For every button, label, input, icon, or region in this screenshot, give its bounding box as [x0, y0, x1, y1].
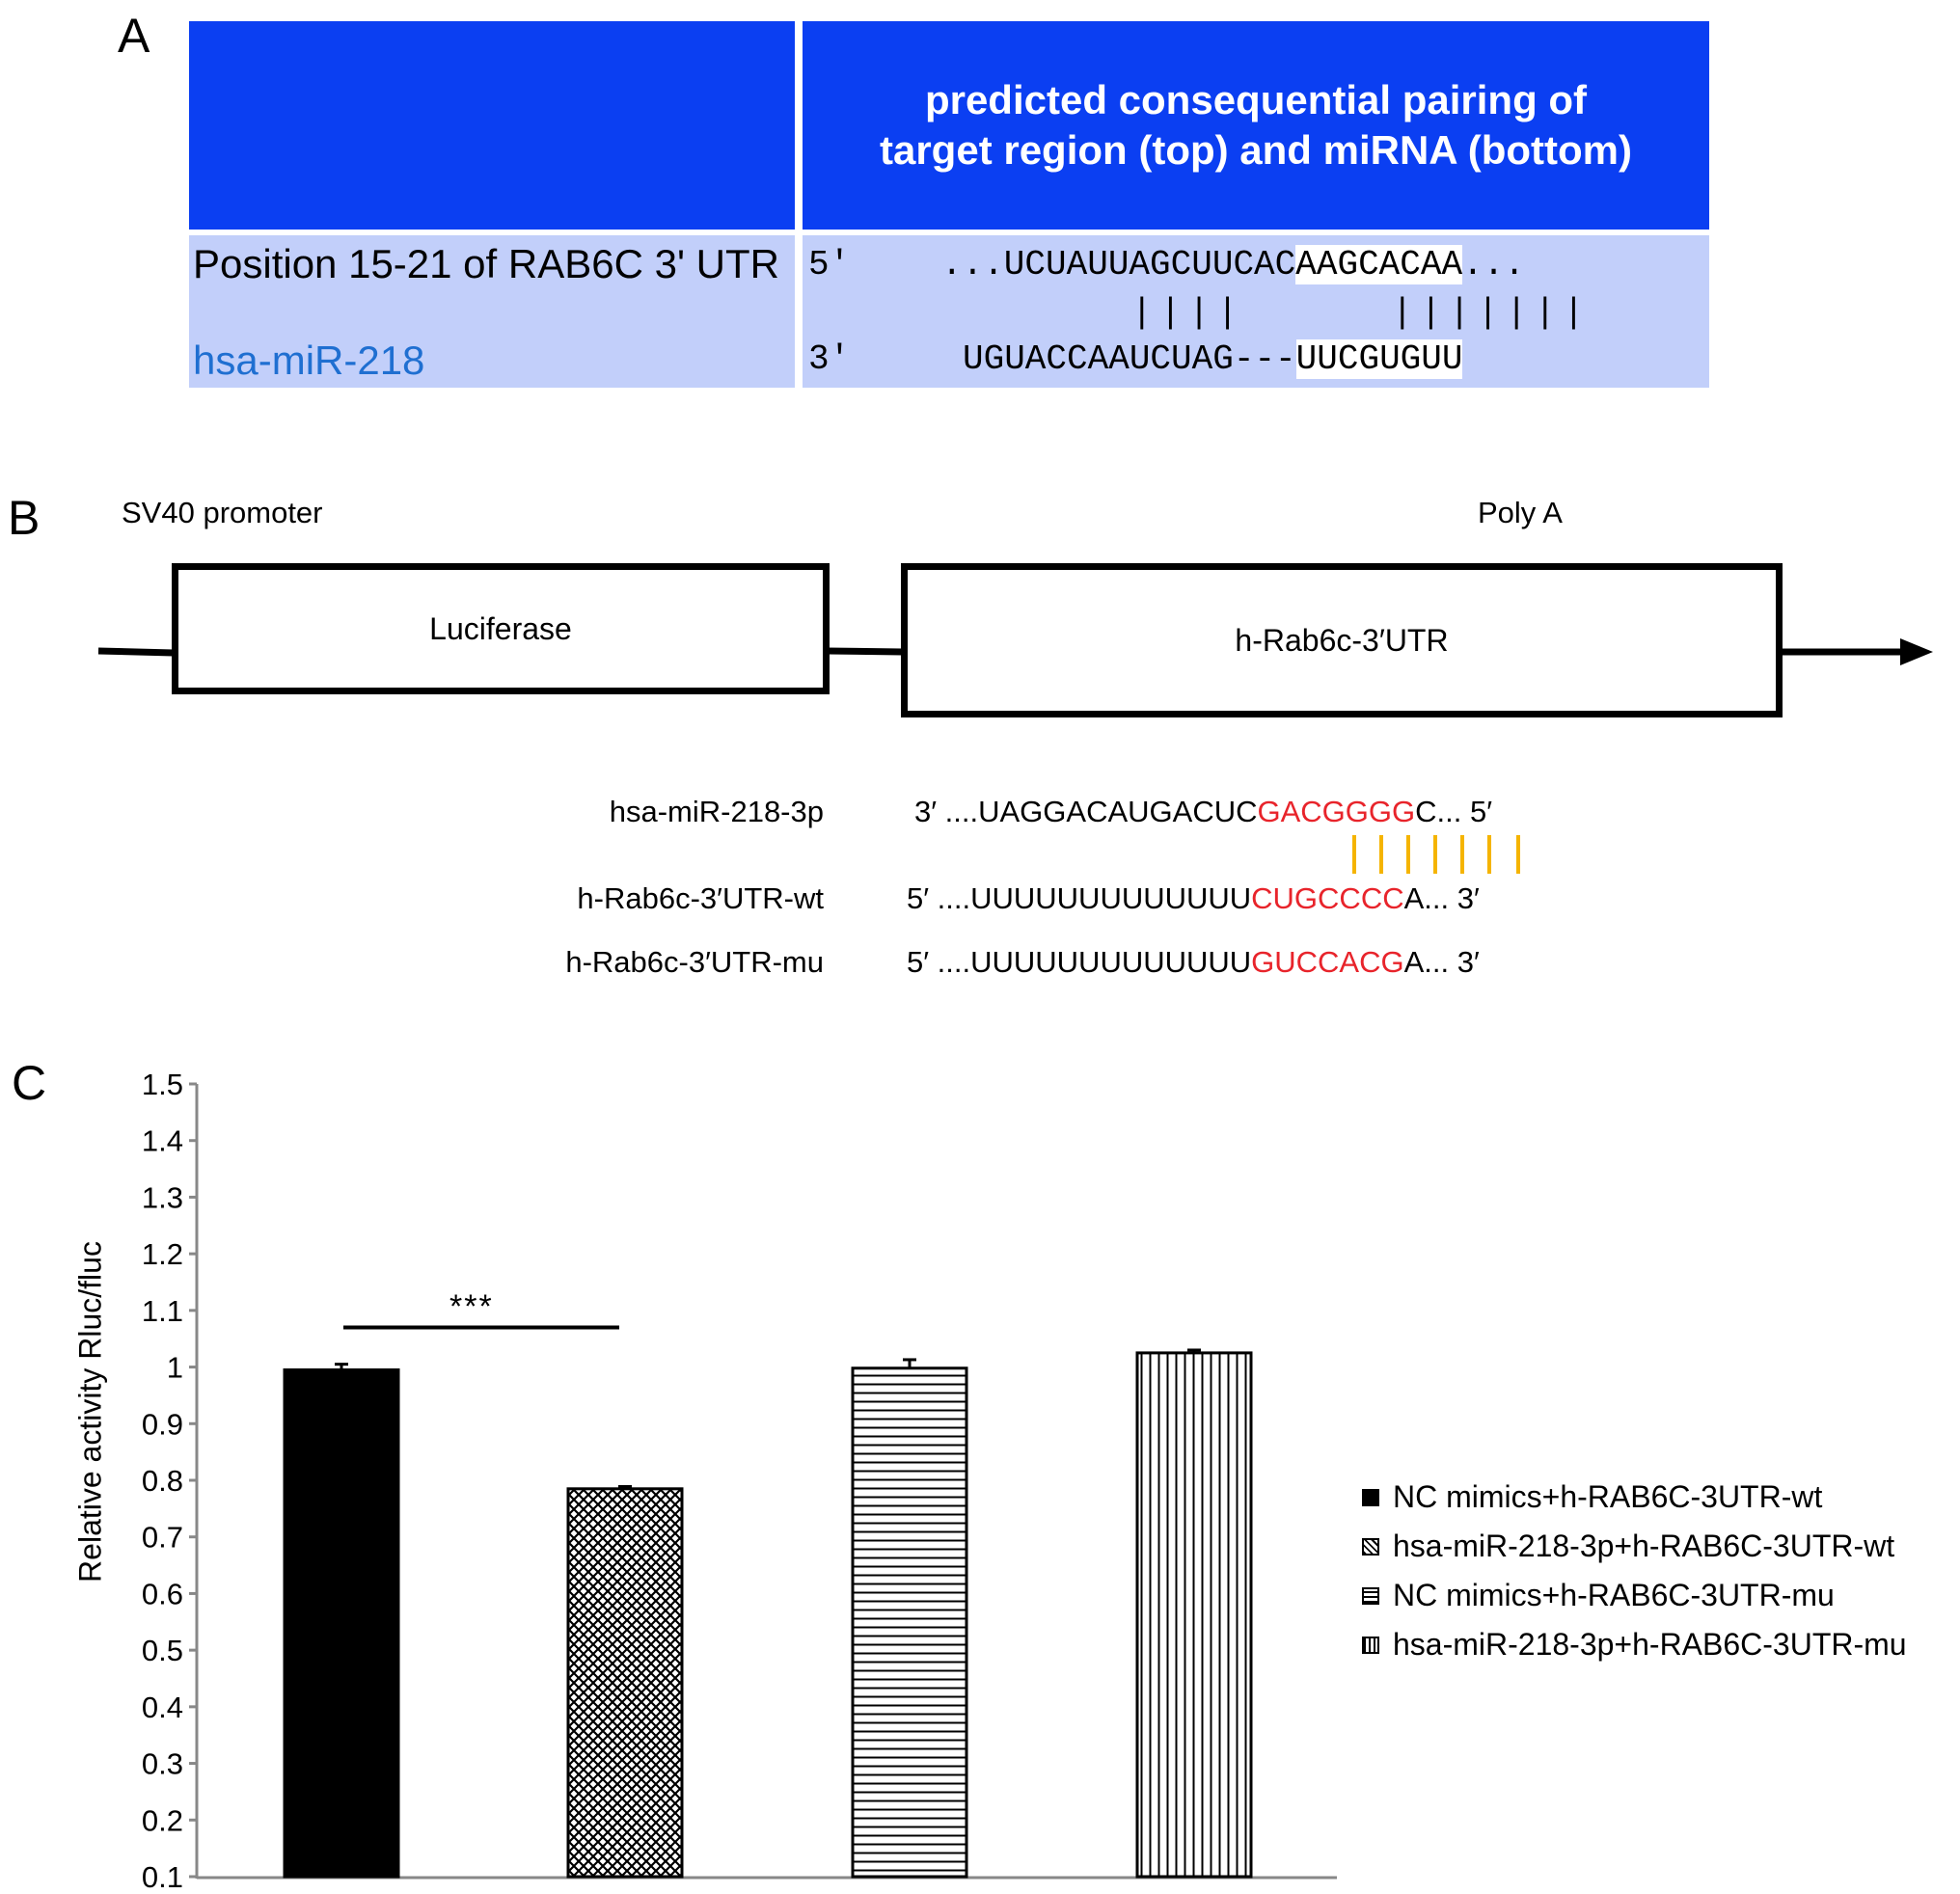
- y-tick-label: 0.3: [142, 1747, 183, 1781]
- y-tick-label: 0.5: [142, 1634, 183, 1667]
- legend-item: hsa-miR-218-3p+h-RAB6C-3UTR-wt: [1362, 1529, 1907, 1564]
- target-sequence: ...UCUAUUAGCUUCACAAGCACAA...: [941, 245, 1525, 284]
- table-header: predicted consequential pairing of targe…: [803, 21, 1709, 230]
- y-tick-label: 0.1: [142, 1860, 183, 1894]
- y-tick-label: 1.3: [142, 1180, 183, 1214]
- utr-box: h-Rab6c-3′UTR: [901, 563, 1783, 717]
- backbone-left: [97, 647, 175, 657]
- table-header-text: predicted consequential pairing of targe…: [879, 77, 1632, 173]
- y-axis-title-anchor: Relative activity Rluc/fluc: [71, 1241, 110, 1583]
- bar-1: [283, 1368, 400, 1879]
- mu-sequence: 5′ ....UUUUUUUUUUUUUGUCCACGA... 3′: [907, 945, 1480, 980]
- y-tick-label: 1.1: [142, 1294, 183, 1328]
- legend-swatch: [1362, 1537, 1379, 1556]
- legend-label: hsa-miR-218-3p+h-RAB6C-3UTR-wt: [1393, 1529, 1895, 1563]
- legend-swatch: [1362, 1586, 1379, 1605]
- table-header-empty-cell: [189, 21, 795, 230]
- mir-seq-prefix: 3′ ....UAGGACAUGACUC: [914, 795, 1258, 828]
- promoter-label: SV40 promoter: [122, 496, 323, 529]
- legend-label: NC mimics+h-RAB6C-3UTR-mu: [1393, 1578, 1835, 1612]
- mir-218-3p-sequence: 3′ ....UAGGACAUGACUCGACGGGGC... 5′: [914, 795, 1492, 829]
- wt-seq-prefix: 5′ ....UUUUUUUUUUUUU: [907, 881, 1252, 915]
- mu-label: h-Rab6c-3′UTR-mu: [565, 945, 824, 979]
- y-axis-title: Relative activity Rluc/fluc: [72, 1241, 108, 1583]
- panel-a-letter: A: [118, 9, 150, 63]
- wt-label: h-Rab6c-3′UTR-wt: [577, 881, 824, 915]
- legend-item: NC mimics+h-RAB6C-3UTR-mu: [1362, 1578, 1907, 1613]
- arrow-head-icon: [1900, 638, 1933, 665]
- significance-marker: ***: [449, 1288, 494, 1325]
- table-sequence-cell: [803, 235, 1709, 388]
- y-tick-label: 0.7: [142, 1521, 183, 1555]
- luciferase-box: Luciferase: [172, 563, 830, 694]
- backbone-middle: [827, 647, 904, 656]
- y-tick-label: 0.8: [142, 1464, 183, 1498]
- bar-chart: 0.1 0.2 0.3 0.4 0.5 0.6 0.7 0.8 0.9 1 1.1 1.2 1.3 1.4…: [142, 1068, 1337, 1894]
- target-position-label: Position 15-21 of RAB6C 3' UTR: [193, 241, 779, 286]
- y-tick-label: 1.5: [142, 1068, 183, 1101]
- bottom-prime-label: 3': [808, 339, 851, 379]
- y-tick-label: 0.6: [142, 1577, 183, 1610]
- y-tick-label: 1.2: [142, 1237, 183, 1271]
- pairing-lines-left: ||||: [1131, 293, 1246, 333]
- y-tick-label: 0.9: [142, 1407, 183, 1441]
- legend-label: hsa-miR-218-3p+h-RAB6C-3UTR-mu: [1393, 1627, 1907, 1662]
- mu-seq-prefix: 5′ ....UUUUUUUUUUUUU: [907, 945, 1252, 979]
- luciferase-label: Luciferase: [429, 610, 572, 646]
- target-seq-seed: AAGCACAA: [1295, 245, 1463, 284]
- pairing-lines-right: |||||||: [1392, 293, 1592, 333]
- legend-label: NC mimics+h-RAB6C-3UTR-wt: [1393, 1479, 1823, 1514]
- mir-seq-seed: GACGGGG: [1257, 795, 1416, 828]
- chart-legend: NC mimics+h-RAB6C-3UTR-wt hsa-miR-218-3p+…: [1362, 1479, 1907, 1676]
- mir-seq-suffix: C... 5′: [1415, 795, 1493, 828]
- y-tick-label: 0.4: [142, 1691, 183, 1724]
- legend-item: NC mimics+h-RAB6C-3UTR-wt: [1362, 1479, 1907, 1515]
- wt-sequence: 5′ ....UUUUUUUUUUUUUCUGCCCCA... 3′: [907, 881, 1480, 916]
- construct-line: [97, 638, 1933, 665]
- mu-seq-suffix: A... 3′: [1403, 945, 1480, 979]
- seed-pairing-lines: [1352, 835, 1520, 874]
- bar-3: [851, 1366, 968, 1879]
- polya-label: Poly A: [1478, 496, 1563, 529]
- mu-seq-seed: GUCCACG: [1251, 945, 1404, 979]
- panel-b-letter: B: [8, 491, 41, 545]
- bar-4: [1135, 1351, 1253, 1879]
- target-seq-post: ...: [1462, 245, 1525, 284]
- y-tick-label: 1: [167, 1351, 183, 1385]
- mirna-name-label: hsa-miR-218: [193, 338, 425, 383]
- mirna-seq-pre: UGUACCAAUCUAG---: [963, 339, 1296, 379]
- panel-c-letter: C: [12, 1056, 47, 1110]
- mirna-seq-seed: UUCGUGUU: [1295, 339, 1463, 379]
- table-label-cell: [189, 235, 795, 388]
- legend-swatch: [1362, 1488, 1379, 1506]
- utr-label: h-Rab6c-3′UTR: [1235, 622, 1449, 658]
- y-tick-label: 0.2: [142, 1803, 183, 1837]
- mir-218-3p-label: hsa-miR-218-3p: [609, 795, 824, 828]
- target-seq-pre: ...UCUAUUAGCUUCAC: [941, 245, 1296, 284]
- y-tick-label: 1.4: [142, 1124, 183, 1158]
- chart-bars: [283, 1325, 1253, 1879]
- top-prime-label: 5': [808, 245, 851, 284]
- legend-item: hsa-miR-218-3p+h-RAB6C-3UTR-mu: [1362, 1627, 1907, 1663]
- mirna-sequence: UGUACCAAUCUAG---UUCGUGUU: [963, 339, 1463, 379]
- wt-seq-suffix: A... 3′: [1403, 881, 1480, 915]
- wt-seq-seed: CUGCCCC: [1251, 881, 1404, 915]
- bar-2: [566, 1487, 684, 1879]
- legend-swatch: [1362, 1636, 1379, 1654]
